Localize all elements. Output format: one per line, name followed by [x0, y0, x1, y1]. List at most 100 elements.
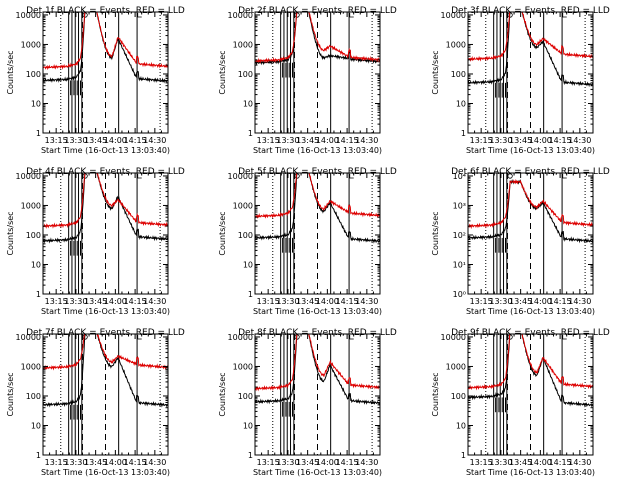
panel-det-6: 10⁰ 10¹ 10² 10³ 10⁴ 13:1513:3013:4514:0014:15…	[431, 167, 610, 316]
series-lld-line	[468, 334, 593, 391]
x-tick-label: 14:15	[549, 458, 572, 467]
y-tick-label: 1000	[233, 362, 253, 371]
y-axis-label: Counts/sec	[431, 50, 440, 94]
panel-det-9: 1 10 100 1000 10000 13:1513:3013:4514:0014:15…	[431, 328, 610, 477]
y-tick-label: 10000	[16, 172, 41, 181]
series-events-line	[468, 334, 593, 408]
x-tick-label: 13:30	[64, 458, 87, 467]
x-tick-label: 13:45	[84, 297, 107, 306]
x-tick-label: 14:00	[104, 136, 127, 145]
x-tick-label: 13:15	[257, 458, 280, 467]
y-tick-label: 10000	[228, 172, 253, 181]
x-tick-label: 14:30	[568, 136, 591, 145]
y-tick-label: 1000	[233, 201, 253, 210]
panel-det-5: 1 10 100 1000 10000 13:1513:3013:4514:0014:15…	[218, 167, 397, 316]
x-tick-label: 14:30	[568, 458, 591, 467]
y-tick-label: 10	[243, 99, 253, 108]
y-tick-label: 1000	[446, 362, 466, 371]
x-tick-label: 14:00	[529, 297, 552, 306]
y-tick-label: 10000	[228, 11, 253, 20]
x-axis-label: Start Time (16-Oct-13 13:03:40)	[466, 307, 595, 316]
x-tick-label: 14:00	[316, 458, 339, 467]
y-axis-label: Counts/sec	[218, 211, 227, 255]
marker-corner	[562, 335, 567, 340]
y-tick-label: 10⁴	[453, 172, 466, 181]
x-axis-label: Start Time (16-Oct-13 13:03:40)	[253, 307, 382, 316]
x-axis-label: Start Time (16-Oct-13 13:03:40)	[41, 146, 170, 155]
x-tick-label: 13:45	[296, 458, 319, 467]
marker-corner	[562, 174, 567, 179]
y-tick-label: 100	[26, 231, 41, 240]
marker-circle	[507, 173, 513, 179]
series-events-line	[255, 334, 380, 406]
y-axis-label: Counts/sec	[6, 50, 15, 94]
y-axis-label: Counts/sec	[218, 50, 227, 94]
x-tick-label: 14:00	[104, 297, 127, 306]
y-tick-label: 10000	[16, 11, 41, 20]
x-tick-label: 13:30	[64, 136, 87, 145]
x-tick-label: 13:15	[257, 297, 280, 306]
y-tick-label: 1	[248, 451, 253, 460]
x-tick-label: 14:15	[336, 458, 359, 467]
series-lld-line	[43, 12, 168, 71]
x-axis-label: Start Time (16-Oct-13 13:03:40)	[41, 468, 170, 477]
x-tick-label: 13:15	[470, 136, 493, 145]
x-axis-label: Start Time (16-Oct-13 13:03:40)	[466, 146, 595, 155]
y-tick-label: 1000	[21, 201, 41, 210]
plot-frame	[467, 11, 594, 134]
y-axis-label: Counts/sec	[218, 372, 227, 416]
y-tick-label: 1	[36, 290, 41, 299]
x-tick-label: 13:30	[489, 136, 512, 145]
y-tick-label: 1	[248, 129, 253, 138]
y-tick-label: 10000	[441, 11, 466, 20]
y-tick-label: 1000	[233, 40, 253, 49]
marker-corner	[137, 13, 142, 18]
x-tick-label: 14:30	[143, 458, 166, 467]
plot-frame	[254, 333, 381, 456]
y-tick-label: 1000	[446, 40, 466, 49]
y-axis-label: Counts/sec	[6, 211, 15, 255]
x-tick-label: 14:15	[336, 297, 359, 306]
series-lld-line	[468, 178, 593, 230]
series-events-line	[255, 12, 380, 66]
marker-corner	[349, 335, 354, 340]
panel-det-2: 1 10 100 1000 10000 13:1513:3013:4514:0014:15…	[218, 6, 397, 155]
marker-corner	[137, 174, 142, 179]
series-events-line	[255, 173, 380, 244]
y-axis-label: Counts/sec	[431, 211, 440, 255]
panel-title: Det 3f BLACK = Events, RED = LLD	[451, 6, 610, 16]
y-tick-label: 10000	[228, 333, 253, 342]
x-tick-label: 13:45	[296, 136, 319, 145]
y-tick-label: 10	[456, 421, 466, 430]
x-tick-label: 14:00	[316, 136, 339, 145]
x-tick-label: 13:30	[489, 297, 512, 306]
panel-title: Det 2f BLACK = Events, RED = LLD	[238, 6, 397, 16]
series-events-line	[468, 12, 593, 88]
x-tick-label: 14:30	[355, 297, 378, 306]
series-lld-line	[43, 334, 168, 371]
panel-title: Det 5f BLACK = Events, RED = LLD	[238, 167, 397, 177]
y-tick-label: 1	[461, 451, 466, 460]
y-tick-label: 10³	[453, 201, 466, 210]
series-events-line	[43, 334, 168, 408]
y-tick-label: 100	[26, 70, 41, 79]
x-tick-label: 13:45	[84, 136, 107, 145]
y-tick-label: 10	[31, 260, 41, 269]
marker-corner	[349, 13, 354, 18]
y-tick-label: 1	[36, 129, 41, 138]
x-tick-label: 13:30	[276, 136, 299, 145]
x-tick-label: 13:45	[509, 458, 532, 467]
x-tick-label: 13:15	[45, 297, 68, 306]
x-tick-label: 13:15	[257, 136, 280, 145]
x-tick-label: 14:00	[529, 458, 552, 467]
x-tick-label: 13:30	[489, 458, 512, 467]
y-tick-label: 10¹	[453, 260, 466, 269]
y-tick-label: 10²	[453, 231, 466, 240]
y-tick-label: 100	[451, 70, 466, 79]
x-tick-label: 13:30	[276, 297, 299, 306]
y-tick-label: 1000	[21, 362, 41, 371]
series-events-line	[43, 12, 168, 84]
x-tick-label: 14:00	[316, 297, 339, 306]
panel-title: Det 8f BLACK = Events, RED = LLD	[238, 328, 397, 338]
